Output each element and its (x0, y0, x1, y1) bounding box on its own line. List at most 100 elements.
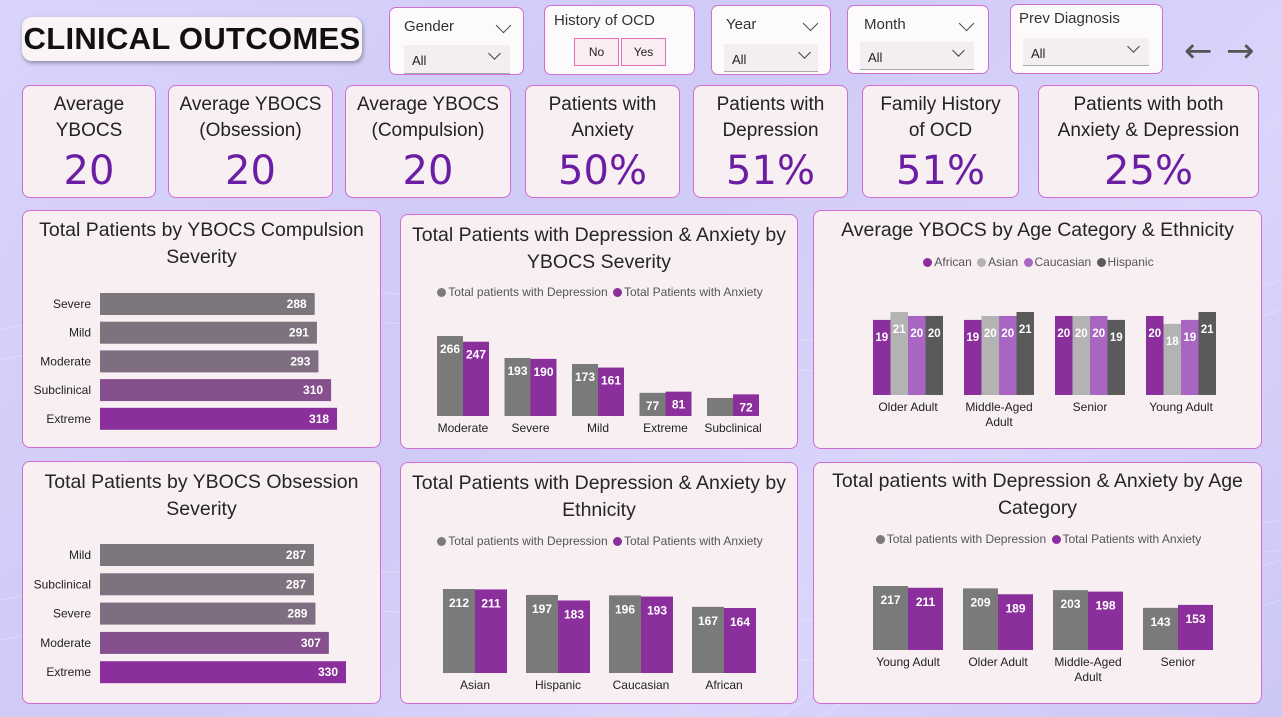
prev-diagnosis-slicer[interactable]: Prev Diagnosis All (1010, 4, 1163, 74)
gender-dropdown[interactable]: All (404, 45, 510, 74)
kpi-label: Patients with both Anxiety & Depression (1057, 94, 1240, 141)
category-label: Extreme (643, 421, 688, 435)
bar (890, 312, 908, 395)
bar (873, 586, 908, 650)
bar (908, 587, 943, 650)
data-label: 167 (698, 614, 718, 628)
kpi-label: Average YBOCS (Obsession) (179, 94, 322, 141)
chevron-down-icon (952, 44, 965, 57)
data-label: 190 (533, 365, 553, 379)
category-label: Mild (69, 326, 91, 340)
bar (1090, 315, 1108, 395)
data-label: 318 (309, 412, 329, 426)
history-ocd-label: History of OCD (554, 12, 655, 29)
kpi-card-average-ybocs-obsession: Average YBOCS (Obsession) 20 (168, 85, 333, 198)
data-label: 197 (532, 602, 552, 616)
kpi-value: 51% (726, 148, 815, 194)
prev-diagnosis-label: Prev Diagnosis (1019, 10, 1120, 27)
data-label: 291 (289, 326, 309, 340)
legend-dot (875, 535, 885, 544)
bar (100, 293, 315, 315)
kpi-label: Family History of OCD (880, 94, 1001, 141)
year-dropdown-value: All (732, 52, 747, 67)
category-label: Mild (69, 548, 91, 562)
year-dropdown[interactable]: All (724, 44, 818, 72)
bar (609, 595, 641, 673)
category-label: Caucasian (613, 678, 670, 692)
data-label: 164 (730, 615, 750, 629)
data-label: 266 (440, 342, 460, 356)
data-label: 81 (672, 398, 686, 412)
legend: Total patients with Depression Total Pat… (401, 534, 797, 548)
chevron-down-icon (488, 47, 501, 60)
kpi-label: Average YBOCS (Compulsion) (357, 94, 499, 141)
data-label: 211 (481, 596, 501, 610)
chart-title: Average YBOCS by Age Category & Ethnicit… (841, 219, 1234, 241)
legend-dot (1051, 535, 1061, 544)
category-label: Severe (511, 421, 549, 435)
legend: Total patients with Depression Total Pat… (401, 285, 797, 299)
data-label: 20 (1001, 328, 1014, 340)
legend-label: Total Patients with Anxiety (624, 534, 763, 548)
history-ocd-no-button[interactable]: No (574, 38, 619, 66)
chevron-down-icon[interactable] (802, 15, 819, 32)
chevron-down-icon[interactable] (958, 15, 975, 32)
kpi-label: Patients with Depression (716, 94, 825, 141)
kpi-card-family-history: Family History of OCD 51% (862, 85, 1019, 198)
chevron-down-icon (798, 46, 811, 59)
bar (100, 321, 317, 344)
data-label: 19 (875, 332, 888, 344)
chart-title: Total Patients with Depression & Anxiety… (412, 472, 786, 521)
bar (724, 608, 756, 673)
back-arrow-icon[interactable]: ← (1184, 31, 1213, 71)
data-label: 193 (647, 604, 667, 618)
kpi-card-average-ybocs-compulsion: Average YBOCS (Compulsion) 20 (345, 85, 511, 198)
data-label: 217 (880, 593, 900, 607)
bar (443, 589, 475, 673)
chart-card-dep-anx-severity: Total Patients with Depression & Anxiety… (400, 214, 798, 449)
gender-slicer[interactable]: Gender All (389, 7, 524, 75)
dep-anx-ethnicity-chart: 212 211 Asian 197 183 Hispanic 196 193 Caucasian… (443, 589, 756, 692)
obsession-chart: Mild 287 Subclinical 287 Severe 289 Moderate 30… (34, 544, 346, 684)
kpi-value: 20 (225, 148, 276, 194)
legend-label: Total patients with Depression (448, 285, 608, 299)
category-label: Subclinical (704, 421, 761, 435)
bar (504, 357, 531, 416)
bar (100, 661, 346, 684)
bar (475, 589, 507, 673)
category-label: Asian (460, 678, 490, 692)
data-label: 20 (1092, 328, 1105, 340)
legend-dot (613, 537, 622, 546)
prev-diagnosis-dropdown[interactable]: All (1023, 38, 1149, 66)
month-dropdown[interactable]: All (860, 42, 974, 70)
category-label: Moderate (40, 636, 91, 650)
history-ocd-yes-button[interactable]: Yes (621, 38, 666, 66)
bar (963, 588, 998, 650)
bar (925, 315, 943, 395)
bar (1143, 607, 1178, 650)
category-label: Severe (53, 607, 91, 621)
bar (437, 336, 463, 416)
data-label: 193 (507, 364, 527, 378)
bar (463, 341, 489, 416)
data-label: 20 (1075, 328, 1088, 340)
data-label: 153 (1185, 612, 1205, 626)
chevron-down-icon[interactable] (495, 17, 512, 34)
month-slicer-label: Month (864, 16, 906, 33)
month-slicer[interactable]: Month All (847, 5, 989, 74)
legend-label: Hispanic (1107, 255, 1154, 269)
category-label: Senior (1161, 655, 1196, 669)
data-label: 330 (318, 665, 338, 679)
forward-arrow-icon[interactable]: → (1226, 31, 1255, 71)
month-dropdown-value: All (868, 50, 883, 65)
legend-dot (977, 258, 987, 267)
year-slicer[interactable]: Year All (711, 5, 831, 75)
bar (908, 315, 926, 395)
chart-title: Total Patients with Depression & Anxiety… (412, 224, 786, 273)
category-label: Moderate (438, 421, 489, 435)
dep-anx-severity-chart: 266 247 Moderate 193 190 Severe 173 161 Mild 77 81… (437, 336, 762, 435)
legend-dot (923, 258, 933, 267)
legend-label: Total Patients with Anxiety (624, 285, 763, 299)
data-label: 212 (449, 596, 469, 610)
ybocs-age-ethnicity-chart: 19 21 20 20 Older Adult 19 20 20 21 Middle-AgedAd… (873, 312, 1216, 429)
